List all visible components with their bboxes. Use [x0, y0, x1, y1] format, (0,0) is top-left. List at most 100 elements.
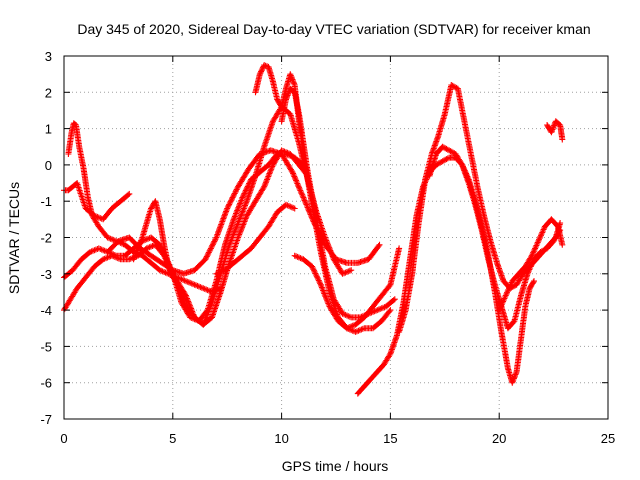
- data-point: [502, 279, 515, 299]
- data-point: [354, 384, 367, 397]
- data-point: [452, 151, 465, 167]
- data-point: [400, 257, 413, 306]
- data-point: [239, 177, 254, 201]
- data-point: [200, 301, 215, 328]
- y-tick-label: 0: [45, 158, 52, 173]
- data-point: [396, 245, 403, 252]
- data-point: [402, 272, 415, 314]
- data-point: [478, 227, 491, 261]
- data-point: [243, 174, 258, 205]
- data-point: [548, 216, 560, 229]
- data-markers: [61, 62, 566, 397]
- data-point: [291, 252, 305, 262]
- data-point: [559, 136, 566, 143]
- data-point: [433, 159, 445, 168]
- data-point: [387, 333, 400, 357]
- data-point: [256, 162, 271, 176]
- x-axis-label: GPS time / hours: [282, 458, 389, 474]
- data-point: [441, 83, 454, 118]
- series-track-h: [278, 85, 398, 321]
- data-point: [535, 225, 548, 245]
- data-point: [387, 246, 402, 288]
- data-point: [552, 118, 562, 128]
- data-point: [330, 296, 345, 316]
- data-point: [235, 214, 250, 241]
- data-point: [121, 246, 136, 259]
- data-point: [104, 239, 121, 255]
- data-point: [161, 241, 172, 268]
- data-point: [80, 165, 91, 199]
- data-point: [467, 151, 481, 189]
- data-point: [513, 272, 526, 288]
- data-point: [309, 263, 324, 287]
- data-point: [182, 278, 197, 288]
- data-point: [202, 235, 219, 263]
- data-point: [67, 286, 80, 303]
- data-point: [439, 143, 451, 153]
- data-point: [209, 290, 224, 321]
- y-tick-label: -1: [40, 194, 52, 209]
- data-point: [243, 199, 258, 219]
- data-point: [152, 198, 163, 221]
- data-point: [126, 190, 133, 197]
- data-point: [148, 259, 162, 273]
- data-point: [374, 304, 388, 314]
- data-point: [84, 194, 95, 218]
- data-point: [191, 281, 205, 291]
- data-point: [230, 253, 245, 266]
- data-point: [304, 169, 320, 221]
- data-point: [413, 185, 426, 219]
- data-point: [256, 63, 267, 78]
- y-tick-label: -7: [40, 412, 52, 427]
- data-point: [209, 272, 224, 306]
- data-point: [246, 152, 262, 172]
- data-point: [485, 256, 498, 287]
- data-point: [226, 221, 241, 248]
- data-point: [537, 246, 549, 255]
- y-axis-label: SDTVAR / TECUs: [6, 182, 22, 294]
- data-point: [261, 62, 271, 70]
- data-point: [496, 294, 509, 314]
- data-point: [283, 201, 297, 211]
- data-point: [474, 183, 487, 218]
- data-point: [121, 191, 132, 201]
- data-point: [454, 85, 468, 123]
- data-point: [378, 308, 393, 324]
- data-point: [91, 257, 106, 270]
- y-tick-label: -5: [40, 339, 52, 354]
- series-track-a: [61, 180, 133, 223]
- data-point: [518, 305, 529, 343]
- data-point: [313, 216, 328, 268]
- data-point: [387, 307, 394, 314]
- ticks: 0 5 10 15 20 25 -7 -6 -5 -4 -3 -2 -1 0 1 2 3: [40, 49, 615, 446]
- data-point: [143, 242, 157, 252]
- data-point: [169, 274, 180, 284]
- data-point: [524, 257, 537, 277]
- data-point: [326, 303, 341, 323]
- data-point: [252, 145, 267, 179]
- data-point: [148, 234, 162, 247]
- data-point: [409, 221, 422, 277]
- x-tick-label: 25: [601, 431, 615, 446]
- data-point: [296, 111, 307, 145]
- series-track-j: [291, 252, 394, 335]
- data-point: [426, 152, 439, 179]
- data-point: [74, 275, 88, 292]
- data-point: [439, 155, 451, 165]
- y-tick-label: -2: [40, 231, 52, 246]
- data-point: [515, 264, 528, 277]
- data-point: [370, 293, 384, 310]
- data-point: [531, 250, 543, 263]
- data-point: [287, 111, 302, 145]
- data-point: [322, 263, 337, 301]
- data-point: [252, 185, 267, 205]
- data-point: [367, 369, 380, 383]
- data-point: [522, 254, 534, 270]
- data-point: [481, 212, 494, 243]
- y-tick-label: 3: [45, 49, 52, 64]
- data-point: [174, 278, 189, 298]
- data-point: [222, 217, 237, 248]
- y-tick-label: 2: [45, 85, 52, 100]
- data-point: [139, 252, 153, 265]
